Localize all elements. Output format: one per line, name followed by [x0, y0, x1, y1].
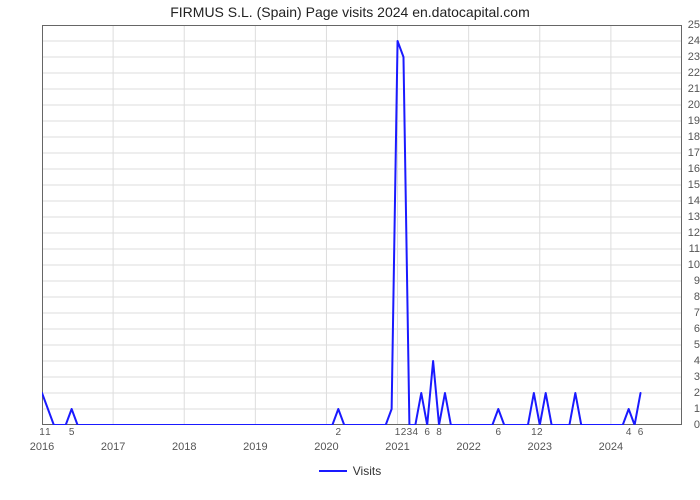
x-tick-minor: 8	[436, 427, 442, 438]
x-tick-minor: 2	[336, 427, 342, 438]
chart-title: FIRMUS S.L. (Spain) Page visits 2024 en.…	[0, 4, 700, 20]
x-tick-year: 2022	[456, 441, 480, 453]
x-tick-minor: 4	[413, 427, 419, 438]
x-tick-minor: 2	[401, 427, 407, 438]
plot-area	[42, 25, 682, 425]
x-tick-year: 2023	[528, 441, 552, 453]
x-tick-year: 2017	[101, 441, 125, 453]
x-tick-year: 2024	[599, 441, 623, 453]
x-tick-minor: 3	[407, 427, 413, 438]
x-tick-minor: 1	[531, 427, 537, 438]
x-tick-minor: 6	[638, 427, 644, 438]
x-tick-minor: 4	[626, 427, 632, 438]
x-tick-year: 2016	[30, 441, 54, 453]
x-tick-minor: 5	[69, 427, 75, 438]
x-tick-minor: 2	[537, 427, 543, 438]
x-tick-minor: 1	[45, 427, 51, 438]
legend-swatch	[319, 470, 347, 472]
legend: Visits	[0, 463, 700, 478]
x-tick-minor: 6	[496, 427, 502, 438]
x-tick-year: 2021	[385, 441, 409, 453]
x-tick-minor: 6	[424, 427, 430, 438]
x-tick-year: 2020	[314, 441, 338, 453]
x-tick-year: 2019	[243, 441, 267, 453]
chart-svg	[42, 25, 682, 425]
x-tick-minor: 1	[395, 427, 401, 438]
legend-label: Visits	[353, 464, 381, 478]
x-tick-year: 2018	[172, 441, 196, 453]
x-tick-minor: 1	[39, 427, 45, 438]
chart-container: FIRMUS S.L. (Spain) Page visits 2024 en.…	[0, 0, 700, 500]
